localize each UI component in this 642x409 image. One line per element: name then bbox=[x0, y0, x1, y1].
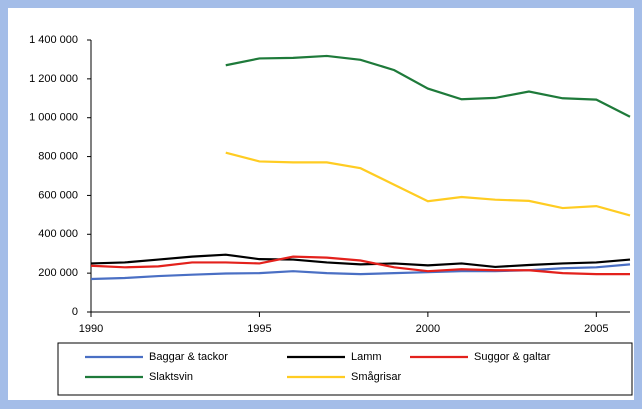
legend-label: Lamm bbox=[351, 351, 382, 363]
series-line bbox=[225, 151, 631, 217]
legend-box bbox=[57, 342, 633, 396]
x-tick-label: 1990 bbox=[79, 323, 103, 335]
series-line bbox=[90, 263, 631, 281]
legend-label: Suggor & galtar bbox=[474, 351, 551, 363]
y-tick-label: 1 400 000 bbox=[29, 34, 78, 46]
legend-label: Smågrisar bbox=[351, 371, 401, 383]
x-tick-label: 2005 bbox=[584, 323, 608, 335]
y-tick-label: 0 bbox=[72, 306, 78, 318]
series-line bbox=[90, 253, 631, 269]
legend-label: Baggar & tackor bbox=[149, 351, 228, 363]
y-tick-label: 1 000 000 bbox=[29, 112, 78, 124]
y-tick-label: 1 200 000 bbox=[29, 73, 78, 85]
series-line bbox=[90, 255, 630, 276]
y-tick-label: 600 000 bbox=[38, 189, 78, 201]
y-tick-label: 800 000 bbox=[38, 150, 78, 162]
x-tick-label: 1995 bbox=[247, 323, 271, 335]
y-tick-label: 400 000 bbox=[38, 228, 78, 240]
x-tick-label: 2000 bbox=[416, 323, 440, 335]
legend-label: Slaktsvin bbox=[149, 371, 193, 383]
y-tick-label: 200 000 bbox=[38, 267, 78, 279]
chart-area bbox=[8, 8, 634, 400]
series-line bbox=[225, 54, 631, 118]
